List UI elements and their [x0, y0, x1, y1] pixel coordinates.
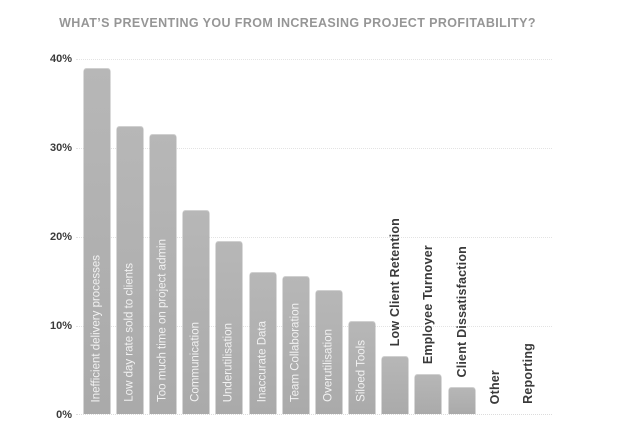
gridline: [76, 237, 552, 238]
bar-slot: Underutilisation: [213, 59, 246, 414]
bar-label: Employee Turnover: [421, 244, 436, 365]
bar-slot: Overutilisation: [312, 59, 345, 414]
bar-slot: Siloed Tools: [346, 59, 379, 414]
bar: [116, 125, 144, 414]
bar: [448, 387, 476, 414]
bar-slot: Employee Turnover: [412, 59, 445, 414]
bar: [182, 209, 210, 414]
y-axis-tick-label: 0%: [56, 409, 72, 421]
y-axis: 40% 30% 20% 10% 0%: [0, 53, 72, 421]
plot-area: Inefficient delivery processes Low day ra…: [76, 59, 552, 415]
bar-label: Too much time on project admin: [156, 239, 169, 402]
bar-slot: Client Dissatisfaction: [445, 59, 478, 414]
bar: [315, 289, 343, 414]
bar-slot: Reporting: [511, 59, 544, 414]
chart-title: WHAT’S PREVENTING YOU FROM INCREASING PR…: [59, 16, 536, 30]
y-axis-tick-label: 40%: [49, 53, 72, 65]
bar-label: Underutilisation: [222, 322, 235, 402]
bar-slot: Team Collaboration: [279, 59, 312, 414]
y-axis-tick-label: 30%: [49, 142, 72, 154]
bar-label: Reporting: [520, 343, 535, 404]
bar-slot: Low Client Retention: [379, 59, 412, 414]
y-axis-tick-label: 20%: [49, 231, 72, 243]
bar-label: Client Dissatisfaction: [454, 245, 469, 378]
bar-label: Communication: [189, 322, 202, 402]
y-axis-tick-label: 10%: [49, 320, 72, 332]
bar-slot: Inefficient delivery processes: [80, 59, 113, 414]
bar-label: Team Collaboration: [288, 302, 301, 402]
bar: [249, 272, 277, 414]
bar-label: Low day rate sold to clients: [123, 263, 136, 402]
bar-label: Inefficient delivery processes: [89, 254, 102, 402]
bar: [215, 240, 243, 414]
bars-container: Inefficient delivery processes Low day ra…: [80, 59, 545, 414]
bar: [381, 356, 409, 414]
bar-slot: Other: [478, 59, 511, 414]
bar: [414, 374, 442, 414]
bar-slot: Communication: [180, 59, 213, 414]
bar-slot: Low day rate sold to clients: [113, 59, 146, 414]
gridline-baseline: [76, 414, 552, 415]
bar-label: Siloed Tools: [355, 340, 368, 402]
bar: [348, 320, 376, 414]
gridline: [76, 148, 552, 149]
bar-label: Low Client Retention: [388, 218, 403, 347]
gridline: [76, 59, 552, 60]
bar-label: Inaccurate Data: [255, 320, 268, 402]
bar: [282, 276, 310, 414]
bar-label: Overutilisation: [322, 329, 335, 402]
bar-label: Other: [487, 369, 502, 404]
bar-slot: Too much time on project admin: [146, 59, 179, 414]
gridline: [76, 326, 552, 327]
bar-slot: Inaccurate Data: [246, 59, 279, 414]
bar: [149, 134, 177, 414]
bar: [83, 67, 111, 414]
